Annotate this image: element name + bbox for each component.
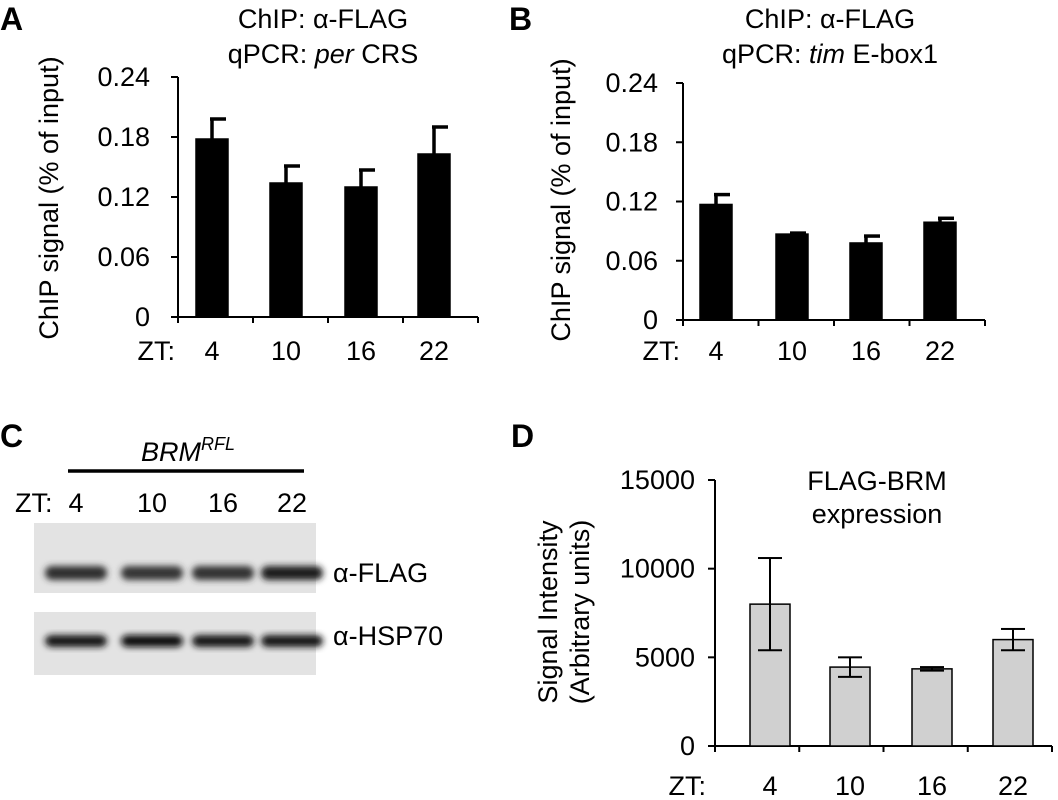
blot-lane-labels: 4 10 16 22 bbox=[68, 488, 307, 518]
chart-a-y-axis-label: ChIP signal (% of input) bbox=[34, 56, 64, 339]
chart-b-bar bbox=[849, 242, 883, 321]
blot-band bbox=[121, 635, 183, 647]
blot-band bbox=[45, 566, 107, 580]
panel-a-title-suffix: CRS bbox=[354, 39, 419, 69]
chart-d-y-axis-label-line2: (Arbitrary units) bbox=[565, 520, 595, 705]
blot-row-label: α-HSP70 bbox=[333, 621, 443, 651]
panel-d-title-line1: FLAG-BRM bbox=[807, 466, 947, 496]
blot-band bbox=[261, 566, 323, 580]
panel-a-title-prefix: qPCR: bbox=[228, 39, 315, 69]
blot-zt-prefix: ZT: bbox=[15, 488, 53, 518]
chart-d-y-tick-label: 15000 bbox=[620, 465, 695, 495]
chart-a-x-tick-label: 4 bbox=[204, 336, 219, 366]
chart-b-y-tick-label: 0.12 bbox=[605, 187, 658, 217]
blot-lane-label: 10 bbox=[137, 488, 167, 518]
genotype-superscript: RFL bbox=[201, 434, 235, 454]
chart-d-bar bbox=[749, 603, 791, 747]
chart-d-y-axis-label-line1: Signal Intensity bbox=[533, 520, 563, 704]
panel-d-title-line2: expression bbox=[812, 499, 943, 529]
chart-b-x-axis-label: ZT: bbox=[643, 336, 681, 366]
panel-a-title-line1: ChIP: α-FLAG bbox=[238, 4, 408, 34]
chart-a-bar bbox=[344, 186, 378, 318]
chart-a-y-tick-label: 0 bbox=[135, 302, 150, 332]
blot-lane-label: 4 bbox=[68, 488, 83, 518]
blot-lane-label: 22 bbox=[277, 488, 307, 518]
chart-d-y-tick-label: 10000 bbox=[620, 554, 695, 584]
chart-b-x-tick-label: 16 bbox=[851, 336, 881, 366]
blot-membrane-0 bbox=[34, 523, 316, 593]
chart-b-y-tick-label: 0.24 bbox=[605, 68, 658, 98]
chart-d-x-tick-label: 22 bbox=[998, 771, 1028, 800]
panel-a-title-line2: qPCR: per CRS bbox=[228, 39, 419, 69]
chart-b-x-tick-label: 22 bbox=[925, 336, 955, 366]
panel-b-title-line1: ChIP: α-FLAG bbox=[745, 4, 915, 34]
blot-band bbox=[192, 635, 254, 647]
panel-a-title-italic: per bbox=[314, 39, 355, 69]
chart-d-x-tick-label: 4 bbox=[762, 771, 777, 800]
chart-a-x-tick-label: 16 bbox=[346, 336, 376, 366]
blot-row-label: α-FLAG bbox=[333, 558, 428, 588]
chart-b-y-axis-label: ChIP signal (% of input) bbox=[546, 58, 576, 341]
chart-b: 0 0.06 0.12 0.18 0.24 4 10 16 22 ZT: ChIP signal (… bbox=[546, 58, 986, 366]
chart-a-bar bbox=[269, 182, 303, 318]
genotype-label: BRMRFL bbox=[141, 434, 235, 467]
chart-b-y-tick-label: 0.18 bbox=[605, 127, 658, 157]
chart-d-x-axis-label: ZT: bbox=[669, 771, 707, 800]
chart-b-y-tick-label: 0.06 bbox=[605, 246, 658, 276]
panel-d: D FLAG-BRM expression 0 5000 10000 15000 4 10… bbox=[511, 418, 1053, 800]
chart-d-x-tick-label: 10 bbox=[835, 771, 865, 800]
chart-a-bar bbox=[417, 153, 451, 318]
chart-b-bar bbox=[775, 233, 809, 321]
chart-d-x-tick-label: 16 bbox=[917, 771, 947, 800]
blot-band bbox=[121, 566, 183, 580]
chart-a-x-axis-label: ZT: bbox=[138, 336, 176, 366]
panel-letter-c: C bbox=[0, 418, 23, 454]
panel-letter-a: A bbox=[0, 1, 23, 37]
chart-d-y-tick-label: 5000 bbox=[635, 642, 695, 672]
chart-b-x-tick-label: 10 bbox=[777, 336, 807, 366]
blot-band bbox=[261, 635, 323, 647]
chart-d-bar bbox=[911, 668, 953, 747]
chart-a: 0 0.06 0.12 0.18 0.24 4 10 16 22 ZT: ChIP signal (… bbox=[34, 56, 479, 366]
panel-letter-d: D bbox=[511, 418, 534, 454]
chart-b-x-tick-label: 4 bbox=[708, 336, 723, 366]
panel-b-title-line2: qPCR: tim E-box1 bbox=[722, 39, 938, 69]
chart-d-bar bbox=[992, 638, 1034, 747]
panel-c: C BRMRFL ZT: 4 10 16 22 α-FLAG α-HSP70 bbox=[0, 418, 443, 675]
chart-b-bar bbox=[923, 221, 957, 321]
genotype-base: BRM bbox=[141, 437, 202, 467]
chart-a-bar bbox=[195, 138, 229, 318]
chart-a-x-tick-label: 10 bbox=[271, 336, 301, 366]
chart-a-y-tick-label: 0.18 bbox=[97, 122, 150, 152]
chart-d-bar bbox=[829, 666, 871, 747]
panel-b-title-italic: tim bbox=[809, 39, 845, 69]
blot-band bbox=[192, 566, 254, 580]
panel-a: A ChIP: α-FLAG qPCR: per CRS 0 0.06 0.12 0.… bbox=[0, 1, 479, 366]
chart-a-x-tick-label: 22 bbox=[419, 336, 449, 366]
chart-d-y-tick-label: 0 bbox=[680, 731, 695, 761]
blot-lane-label: 16 bbox=[208, 488, 238, 518]
chart-a-y-tick-label: 0.24 bbox=[97, 62, 150, 92]
chart-a-y-tick-label: 0.12 bbox=[97, 182, 150, 212]
chart-d: 0 5000 10000 15000 4 10 16 22 ZT: Signal Intensit… bbox=[533, 465, 1053, 800]
chart-b-y-tick-label: 0 bbox=[643, 305, 658, 335]
chart-b-bar bbox=[699, 203, 733, 321]
panel-b-title-prefix: qPCR: bbox=[722, 39, 809, 69]
blot-band bbox=[45, 635, 107, 647]
panel-letter-b: B bbox=[509, 1, 532, 37]
panel-b-title-suffix: E-box1 bbox=[845, 39, 938, 69]
panel-b: B ChIP: α-FLAG qPCR: tim E-box1 0 0.06 0.1… bbox=[509, 1, 986, 366]
blot-rows: α-FLAG α-HSP70 bbox=[34, 523, 443, 675]
chart-a-y-tick-label: 0.06 bbox=[97, 242, 150, 272]
